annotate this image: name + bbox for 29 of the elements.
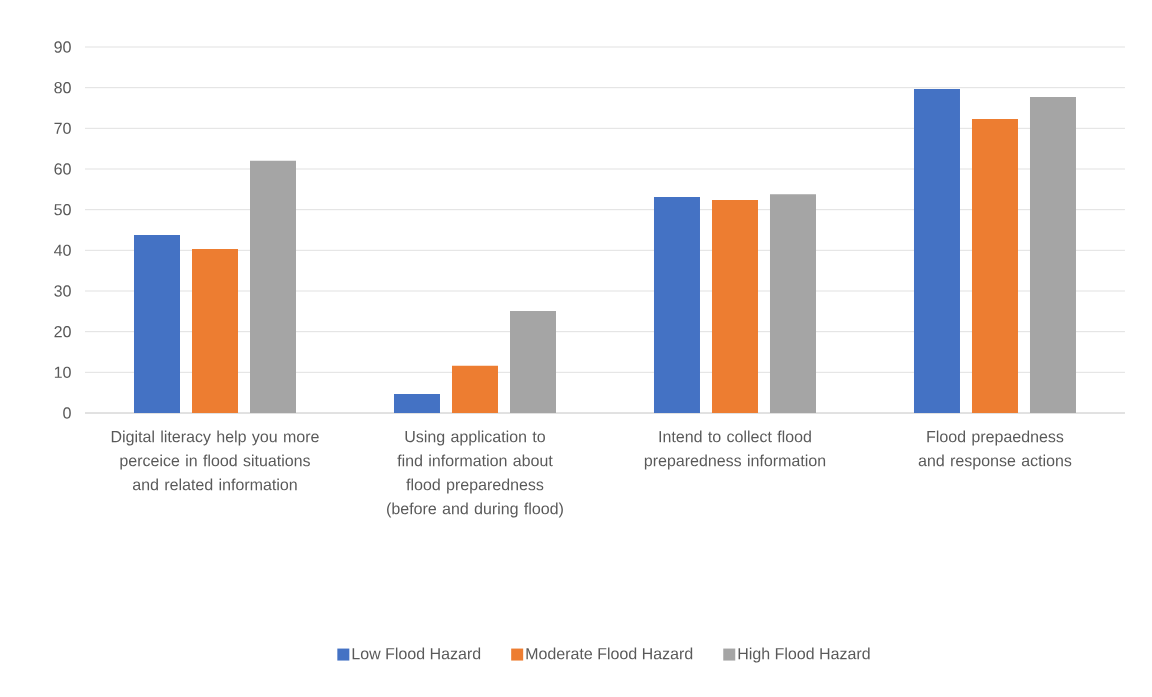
bar <box>250 160 296 413</box>
x-tick-label: Using application to find information about flood preparedness (before and during flood) <box>387 430 563 518</box>
y-tick-label: 90 <box>54 41 71 53</box>
y-tick-label: 30 <box>54 285 71 297</box>
bar <box>913 88 960 413</box>
x-tick-label: Intend to collect flood preparedness information <box>644 430 826 470</box>
y-tick-label: 60 <box>54 163 71 175</box>
bar <box>971 118 1018 413</box>
bar <box>393 393 440 413</box>
y-tick-label: 70 <box>54 122 71 134</box>
bar <box>134 234 180 413</box>
legend-label: Moderate Flood Hazard <box>526 647 693 660</box>
x-tick-label: Flood prepaedness and response actions <box>918 430 1072 470</box>
y-tick-label: 10 <box>54 366 71 378</box>
bar <box>711 199 758 413</box>
bar <box>510 310 556 413</box>
y-tick-label: 20 <box>54 326 71 338</box>
bar <box>769 194 816 413</box>
bar <box>653 197 700 413</box>
y-tick-label: 40 <box>54 244 71 256</box>
legend-label: Low Flood Hazard <box>352 647 481 660</box>
bar <box>1029 97 1076 413</box>
legend-label: High Flood Hazard <box>738 647 870 663</box>
bar <box>192 249 238 413</box>
bar <box>452 365 498 413</box>
y-tick-label: 50 <box>54 204 71 216</box>
y-tick-label: 80 <box>54 82 71 94</box>
x-tick-label: Digital literacy help you more perceice in flood situations and related information <box>111 430 319 491</box>
y-tick-label: 0 <box>63 407 71 419</box>
